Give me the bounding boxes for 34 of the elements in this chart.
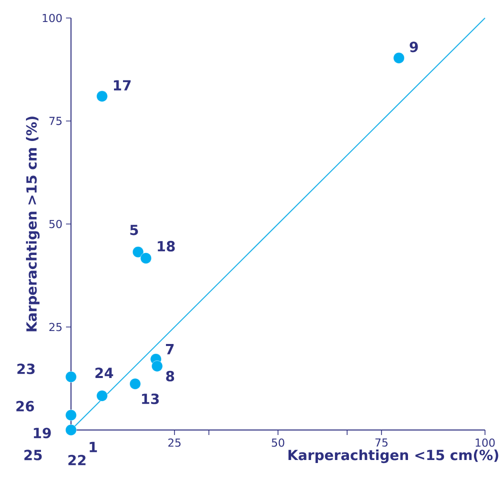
annotation: 1 — [90, 442, 97, 452]
point — [65, 410, 77, 421]
x-tick-label: 75 — [375, 438, 388, 447]
y-tick-label: 100 — [42, 14, 62, 22]
x-tick-label: 50 — [272, 438, 284, 447]
annotation: 26 — [16, 400, 34, 412]
point — [132, 246, 144, 258]
annotation: 7 — [166, 344, 174, 354]
point — [140, 252, 152, 264]
x-tick-label: 100 — [476, 438, 495, 447]
x-tick-label: 25 — [168, 438, 181, 447]
x-axis-title: Karperachtigen <15 cm(%) — [288, 449, 498, 464]
point — [96, 390, 108, 402]
annotation: 5 — [130, 224, 138, 236]
y-tick-label: 50 — [49, 220, 62, 228]
annotation: 17 — [114, 80, 131, 90]
point — [130, 378, 141, 390]
y-tick-label: 25 — [49, 322, 62, 332]
annotation: 9 — [410, 42, 418, 52]
annotation: 25 — [24, 450, 42, 460]
annotation: 8 — [166, 370, 174, 382]
annotation: 18 — [158, 240, 175, 252]
point — [65, 371, 77, 382]
annotation: 24 — [95, 368, 114, 378]
point — [65, 424, 77, 436]
y-tick-label: 75 — [49, 116, 62, 126]
annotation: 13 — [142, 394, 159, 404]
point — [96, 90, 108, 102]
point — [151, 360, 163, 372]
annotation: 22 — [68, 454, 86, 466]
annotation: 23 — [17, 364, 35, 374]
annotation: 19 — [34, 428, 51, 438]
y-axis-title: Karperachtigen >15 cm (%) — [26, 116, 40, 332]
point — [393, 52, 405, 64]
